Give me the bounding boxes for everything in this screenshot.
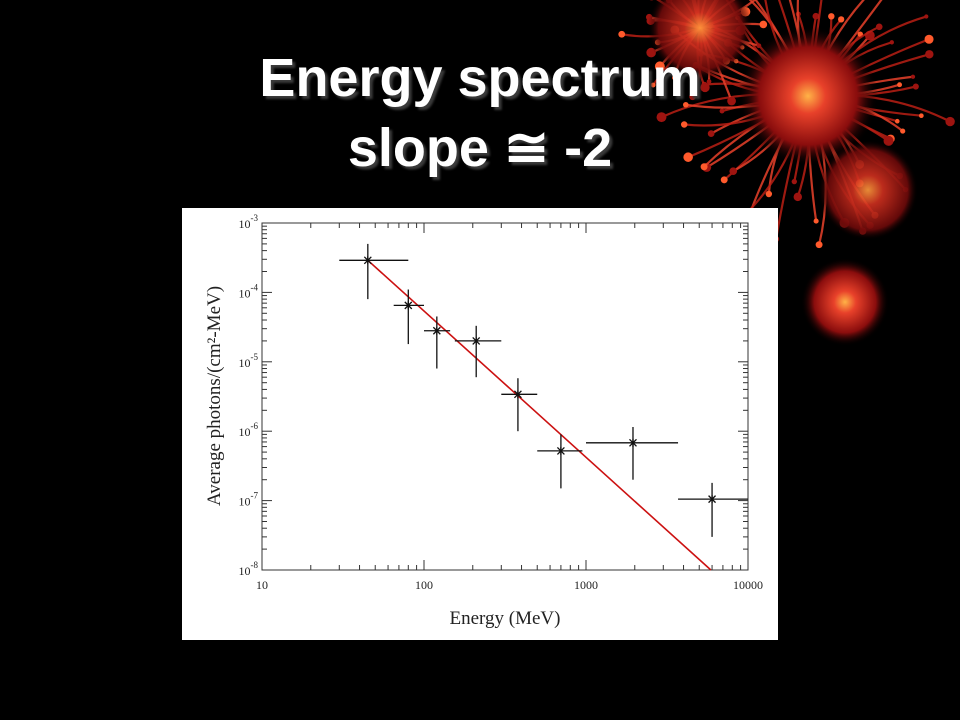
firework-spark (793, 192, 802, 202)
y-tick-label: 10-5 (239, 352, 259, 370)
x-tick-label: 10000 (733, 578, 763, 592)
point-marker (404, 301, 413, 310)
glow-orb-upper (648, 0, 752, 80)
y-tick-label: 10-3 (239, 213, 259, 231)
firework-spark (759, 20, 768, 29)
energy-spectrum-chart: 10 100 1000 10000 10-310-410-510-610-710-8 … (204, 213, 763, 629)
x-tick-label: 10 (256, 578, 268, 592)
firework-spark (828, 13, 835, 20)
firework-spark (945, 116, 955, 127)
firework-spark (912, 83, 919, 90)
data-point (586, 426, 679, 480)
data-point (537, 434, 583, 489)
firework-spark (706, 79, 712, 84)
firework-spark (700, 163, 708, 171)
point-marker (513, 390, 522, 399)
firework-spark (672, 75, 677, 81)
firework-spark (707, 130, 715, 137)
firework-spark (889, 40, 894, 45)
point-marker (363, 256, 372, 265)
data-points (339, 243, 748, 537)
firework-spark (897, 82, 903, 88)
firework-spark (618, 30, 626, 38)
firework-spark (883, 135, 894, 146)
chart-panel: 10 100 1000 10000 10-3 10-4 10-5 10-6 10-7 10-8 … (182, 208, 778, 640)
firework-spark (838, 16, 845, 23)
x-tick-label: 100 (415, 578, 433, 592)
x-axis-ticks (261, 223, 749, 570)
data-point (454, 325, 502, 378)
data-point (501, 378, 538, 432)
firework-spark (812, 12, 820, 20)
y-tick-label: 10-4 (239, 282, 259, 300)
x-axis-label: Energy (MeV) (450, 608, 561, 629)
x-tick-label: 1000 (574, 578, 598, 592)
data-point (424, 316, 451, 369)
firework-spark (875, 23, 883, 31)
glow-orb-center (738, 26, 878, 166)
firework-spark (700, 82, 710, 93)
data-point (393, 289, 424, 345)
glow-orb-lower (801, 258, 889, 346)
slide-title-line-1: Energy spectrum (259, 48, 701, 108)
x-axis-tick-labels: 10 100 1000 10000 (256, 578, 763, 592)
firework-spark (925, 50, 934, 59)
firework-spark (765, 190, 773, 198)
firework-spark (791, 178, 797, 185)
firework-spark (654, 61, 665, 72)
slide-title-line-2: slope ≅ -2 (347, 118, 613, 178)
firework-spark (720, 176, 728, 184)
firework-spark (650, 82, 656, 88)
point-marker (432, 326, 441, 335)
point-marker (556, 446, 565, 455)
y-axis-tick-labels: 10-3 10-4 10-5 10-6 10-7 10-8 (239, 213, 259, 578)
firework-spark (924, 14, 929, 19)
firework-spark (656, 112, 667, 123)
firework-spark (719, 108, 725, 114)
fit-line-slope (367, 259, 712, 571)
data-point (678, 482, 748, 537)
firework-spark (813, 218, 819, 224)
data-point (339, 243, 409, 300)
firework-spark (689, 93, 696, 101)
plot-frame (261, 222, 749, 571)
y-axis-label: Average photons/(cm²-MeV) (204, 286, 225, 506)
y-tick-label: 10-7 (239, 491, 259, 509)
firework-spark (924, 34, 934, 44)
point-marker (629, 438, 637, 447)
firework-spark (894, 118, 900, 124)
glow-orb-right (818, 140, 918, 240)
y-axis-ticks (262, 222, 748, 571)
point-marker (472, 336, 481, 345)
y-tick-label: 10-8 (239, 560, 259, 578)
point-marker (708, 495, 717, 504)
firework-spark (918, 113, 924, 119)
firework-spark (683, 101, 689, 108)
firework-spark (815, 241, 823, 249)
y-tick-label: 10-6 (239, 421, 259, 439)
firework-spark (680, 121, 688, 128)
firework-spark (683, 152, 693, 162)
firework-spark (727, 96, 736, 106)
firework-spark (910, 74, 916, 79)
firework-spark (900, 128, 906, 134)
firework-spark (729, 167, 738, 175)
